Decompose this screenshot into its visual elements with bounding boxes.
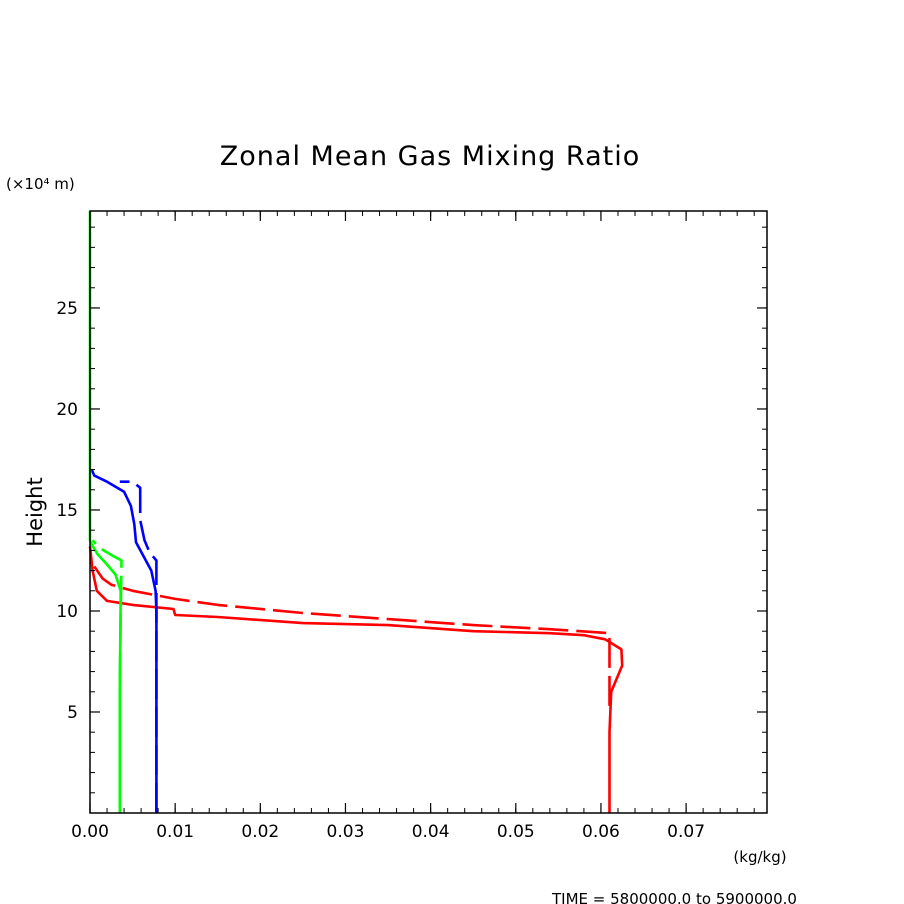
- series-line-6: [91, 539, 123, 682]
- x-tick-label: 0.04: [412, 822, 450, 842]
- x-tick-label: 0.07: [667, 822, 705, 842]
- y-tick-label: 10: [56, 602, 78, 622]
- y-axis-label: Height: [23, 477, 47, 546]
- series-line-4: [119, 480, 158, 813]
- y-tick-label: 15: [56, 501, 78, 521]
- series-line-2: [93, 565, 611, 706]
- x-tick-label: 0.00: [71, 822, 109, 842]
- plot-frame: [89, 210, 768, 814]
- x-tick-label: 0.01: [156, 822, 194, 842]
- x-unit-label: (kg/kg): [733, 848, 786, 866]
- series-line-3: [90, 469, 158, 813]
- series-line-5: [88, 211, 122, 813]
- x-tick-label: 0.06: [582, 822, 620, 842]
- x-tick-label: 0.05: [497, 822, 535, 842]
- y-tick-label: 5: [67, 703, 78, 723]
- chart-title: Zonal Mean Gas Mixing Ratio: [220, 141, 640, 172]
- x-tick-label: 0.03: [327, 822, 365, 842]
- y-unit-label: (×10⁴ m): [6, 175, 75, 193]
- time-range-label: TIME = 5800000.0 to 5900000.0: [551, 890, 797, 904]
- y-tick-label: 25: [56, 299, 78, 319]
- x-tick-label: 0.02: [241, 822, 279, 842]
- series-layer: [88, 211, 624, 813]
- series-line-1: [88, 546, 624, 813]
- axis-layer: 0.00 0.01 0.02 0.03 0.04 0.05 0.06 0.07 5 10 15 20 2…: [56, 211, 767, 842]
- y-tick-label: 20: [56, 400, 78, 420]
